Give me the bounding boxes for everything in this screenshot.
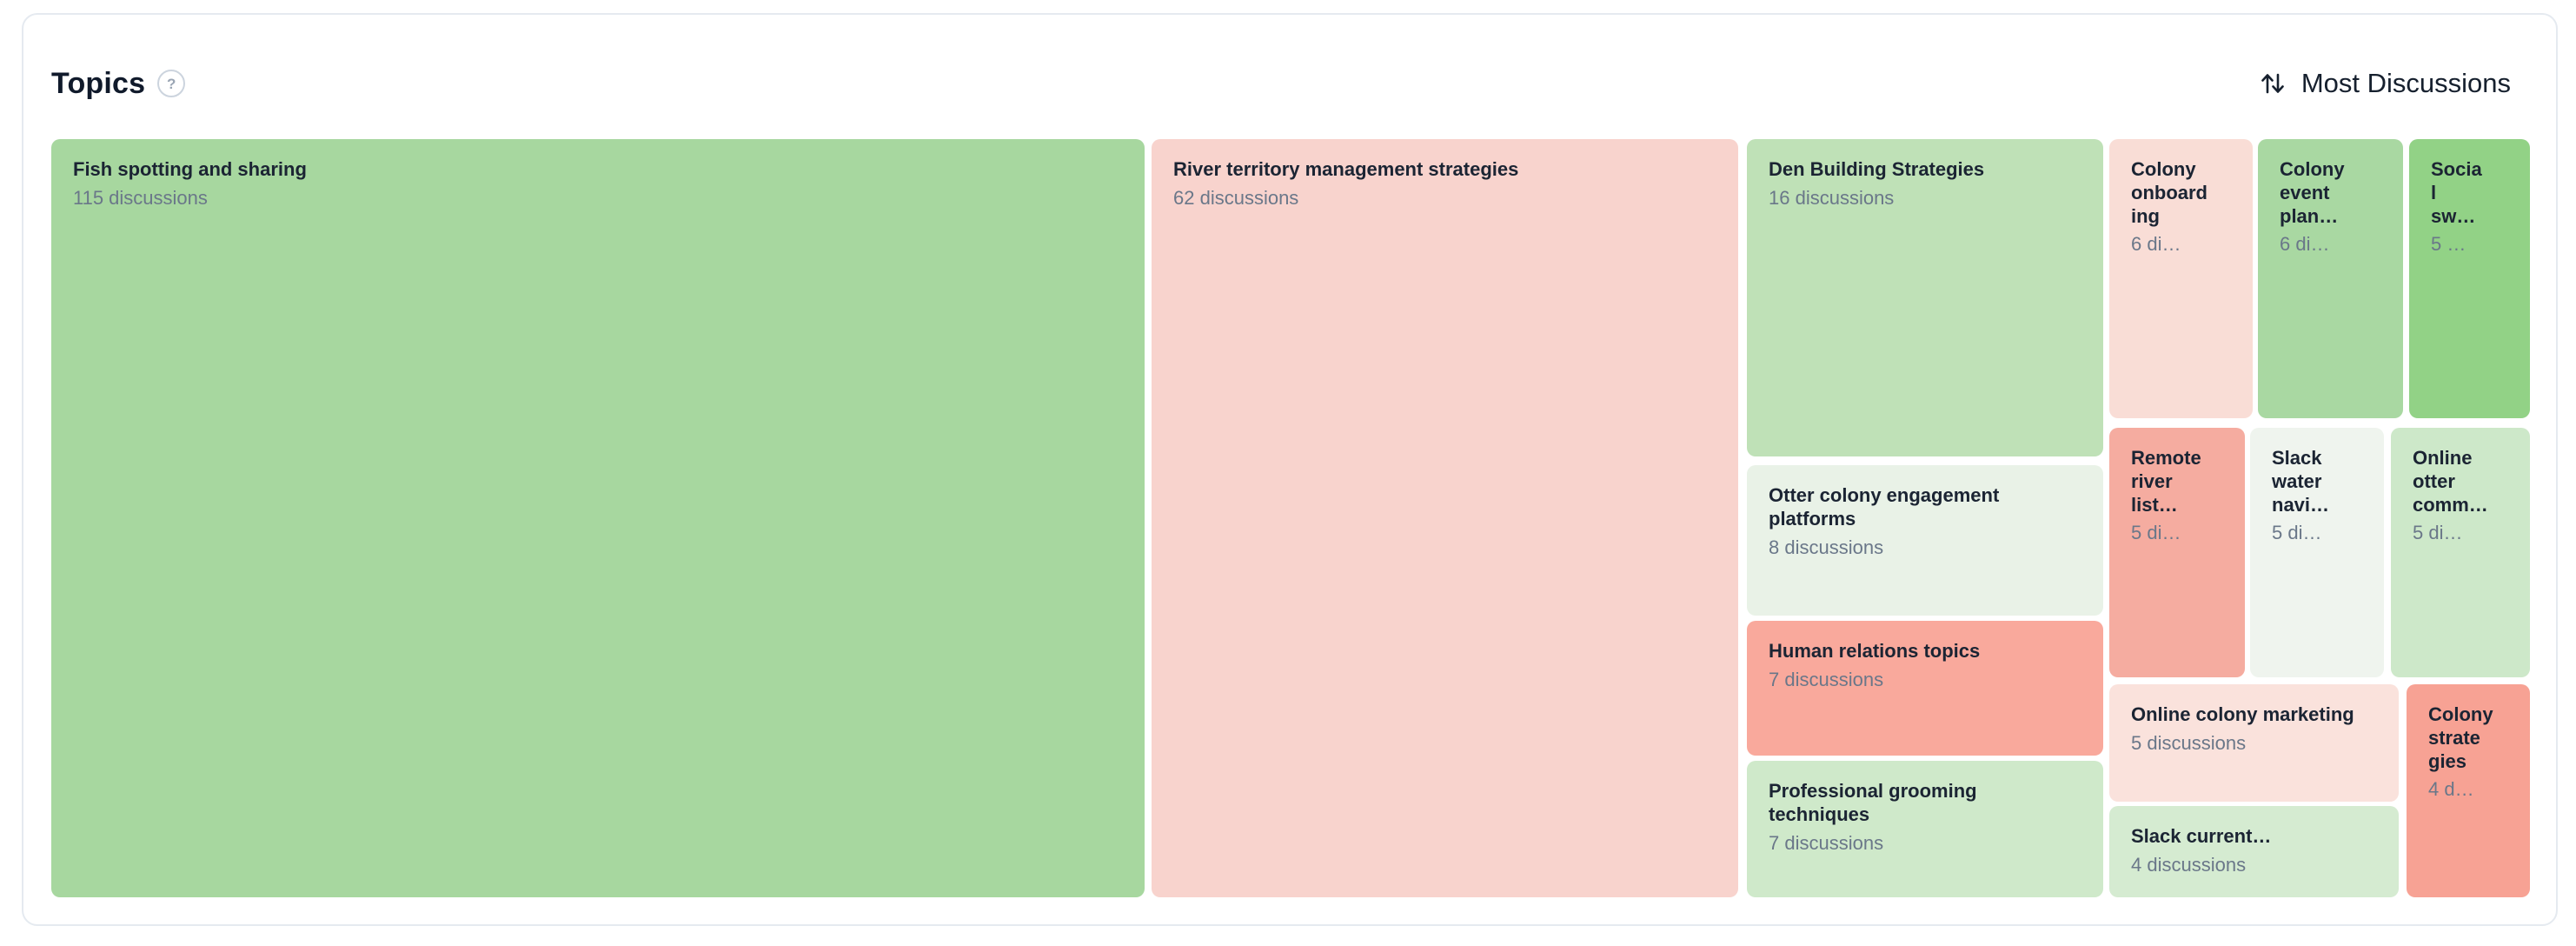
tile-count: 6 di… (2280, 233, 2330, 256)
tile-title: Slack current… (2131, 825, 2272, 847)
tile-title: Colony strate gies (2428, 703, 2493, 772)
treemap-tile[interactable]: River territory management strategies 62 … (1152, 139, 1738, 897)
treemap-tile[interactable]: Professional grooming techniques 7 discus… (1747, 761, 2103, 897)
tile-count: 7 discussions (1769, 668, 1884, 690)
treemap-tile[interactable]: Remote river list… 5 di… (2109, 428, 2245, 677)
tile-title: Socia l sw… (2431, 158, 2482, 227)
tile-count: 16 discussions (1769, 186, 1895, 209)
tile-count: 5 di… (2413, 522, 2463, 544)
treemap-tile[interactable]: Socia l sw… 5 … (2409, 139, 2530, 418)
tile-count: 62 discussions (1173, 186, 1299, 209)
tile-title: Colony onboard ing (2131, 158, 2208, 227)
topics-card: Topics ? Most Discussions Fish spotting … (22, 13, 2558, 926)
treemap-tile[interactable]: Human relations topics 7 discussions (1747, 621, 2103, 756)
treemap-tile[interactable]: Den Building Strategies 16 discussions (1747, 139, 2103, 456)
treemap-tile[interactable]: Slack current… 4 discussions (2109, 806, 2399, 897)
sort-button[interactable]: Most Discussions (2258, 68, 2511, 99)
tile-count: 5 di… (2131, 522, 2181, 544)
sort-label: Most Discussions (2300, 68, 2511, 98)
help-icon[interactable]: ? (157, 70, 186, 97)
tile-count: 7 discussions (1769, 831, 1884, 854)
card-header: Topics ? Most Discussions (23, 15, 2556, 128)
tile-title: Online colony marketing (2131, 703, 2354, 725)
sort-arrows-icon (2258, 69, 2287, 98)
treemap-tile[interactable]: Otter colony engagement platforms 8 discu… (1747, 465, 2103, 616)
treemap-tile[interactable]: Slack water navi… 5 di… (2250, 428, 2384, 677)
tile-title: Colony event plan… (2280, 158, 2345, 227)
treemap-tile[interactable]: Online colony marketing 5 discussions (2109, 684, 2399, 802)
tile-count: 5 discussions (2131, 731, 2247, 754)
tile-title: River territory management strategies (1173, 158, 1519, 180)
tile-count: 5 … (2431, 233, 2466, 256)
page-title: Topics (51, 66, 146, 100)
tile-count: 4 d… (2428, 778, 2474, 801)
tile-count: 6 di… (2131, 233, 2181, 256)
title-wrap: Topics ? (51, 66, 186, 101)
treemap-tile[interactable]: Fish spotting and sharing 115 discussions (51, 139, 1145, 897)
tile-count: 8 discussions (1769, 536, 1884, 558)
tile-count: 5 di… (2272, 522, 2322, 544)
treemap-tile[interactable]: Colony event plan… 6 di… (2258, 139, 2403, 418)
tile-title: Slack water navi… (2272, 447, 2330, 516)
tile-title: Human relations topics (1769, 640, 1981, 662)
topics-treemap: Fish spotting and sharing 115 discussions… (51, 139, 2531, 897)
treemap-tile[interactable]: Online otter comm… 5 di… (2391, 428, 2530, 677)
tile-title: Otter colony engagement platforms (1769, 484, 2000, 530)
tile-count: 115 discussions (73, 186, 208, 209)
tile-title: Professional grooming techniques (1769, 780, 1977, 825)
tile-title: Den Building Strategies (1769, 158, 1985, 180)
tile-title: Fish spotting and sharing (73, 158, 307, 180)
treemap-tile[interactable]: Colony onboard ing 6 di… (2109, 139, 2253, 418)
tile-title: Online otter comm… (2413, 447, 2488, 516)
treemap-tile[interactable]: Colony strate gies 4 d… (2407, 684, 2530, 897)
tile-title: Remote river list… (2131, 447, 2201, 516)
tile-count: 4 discussions (2131, 853, 2247, 876)
